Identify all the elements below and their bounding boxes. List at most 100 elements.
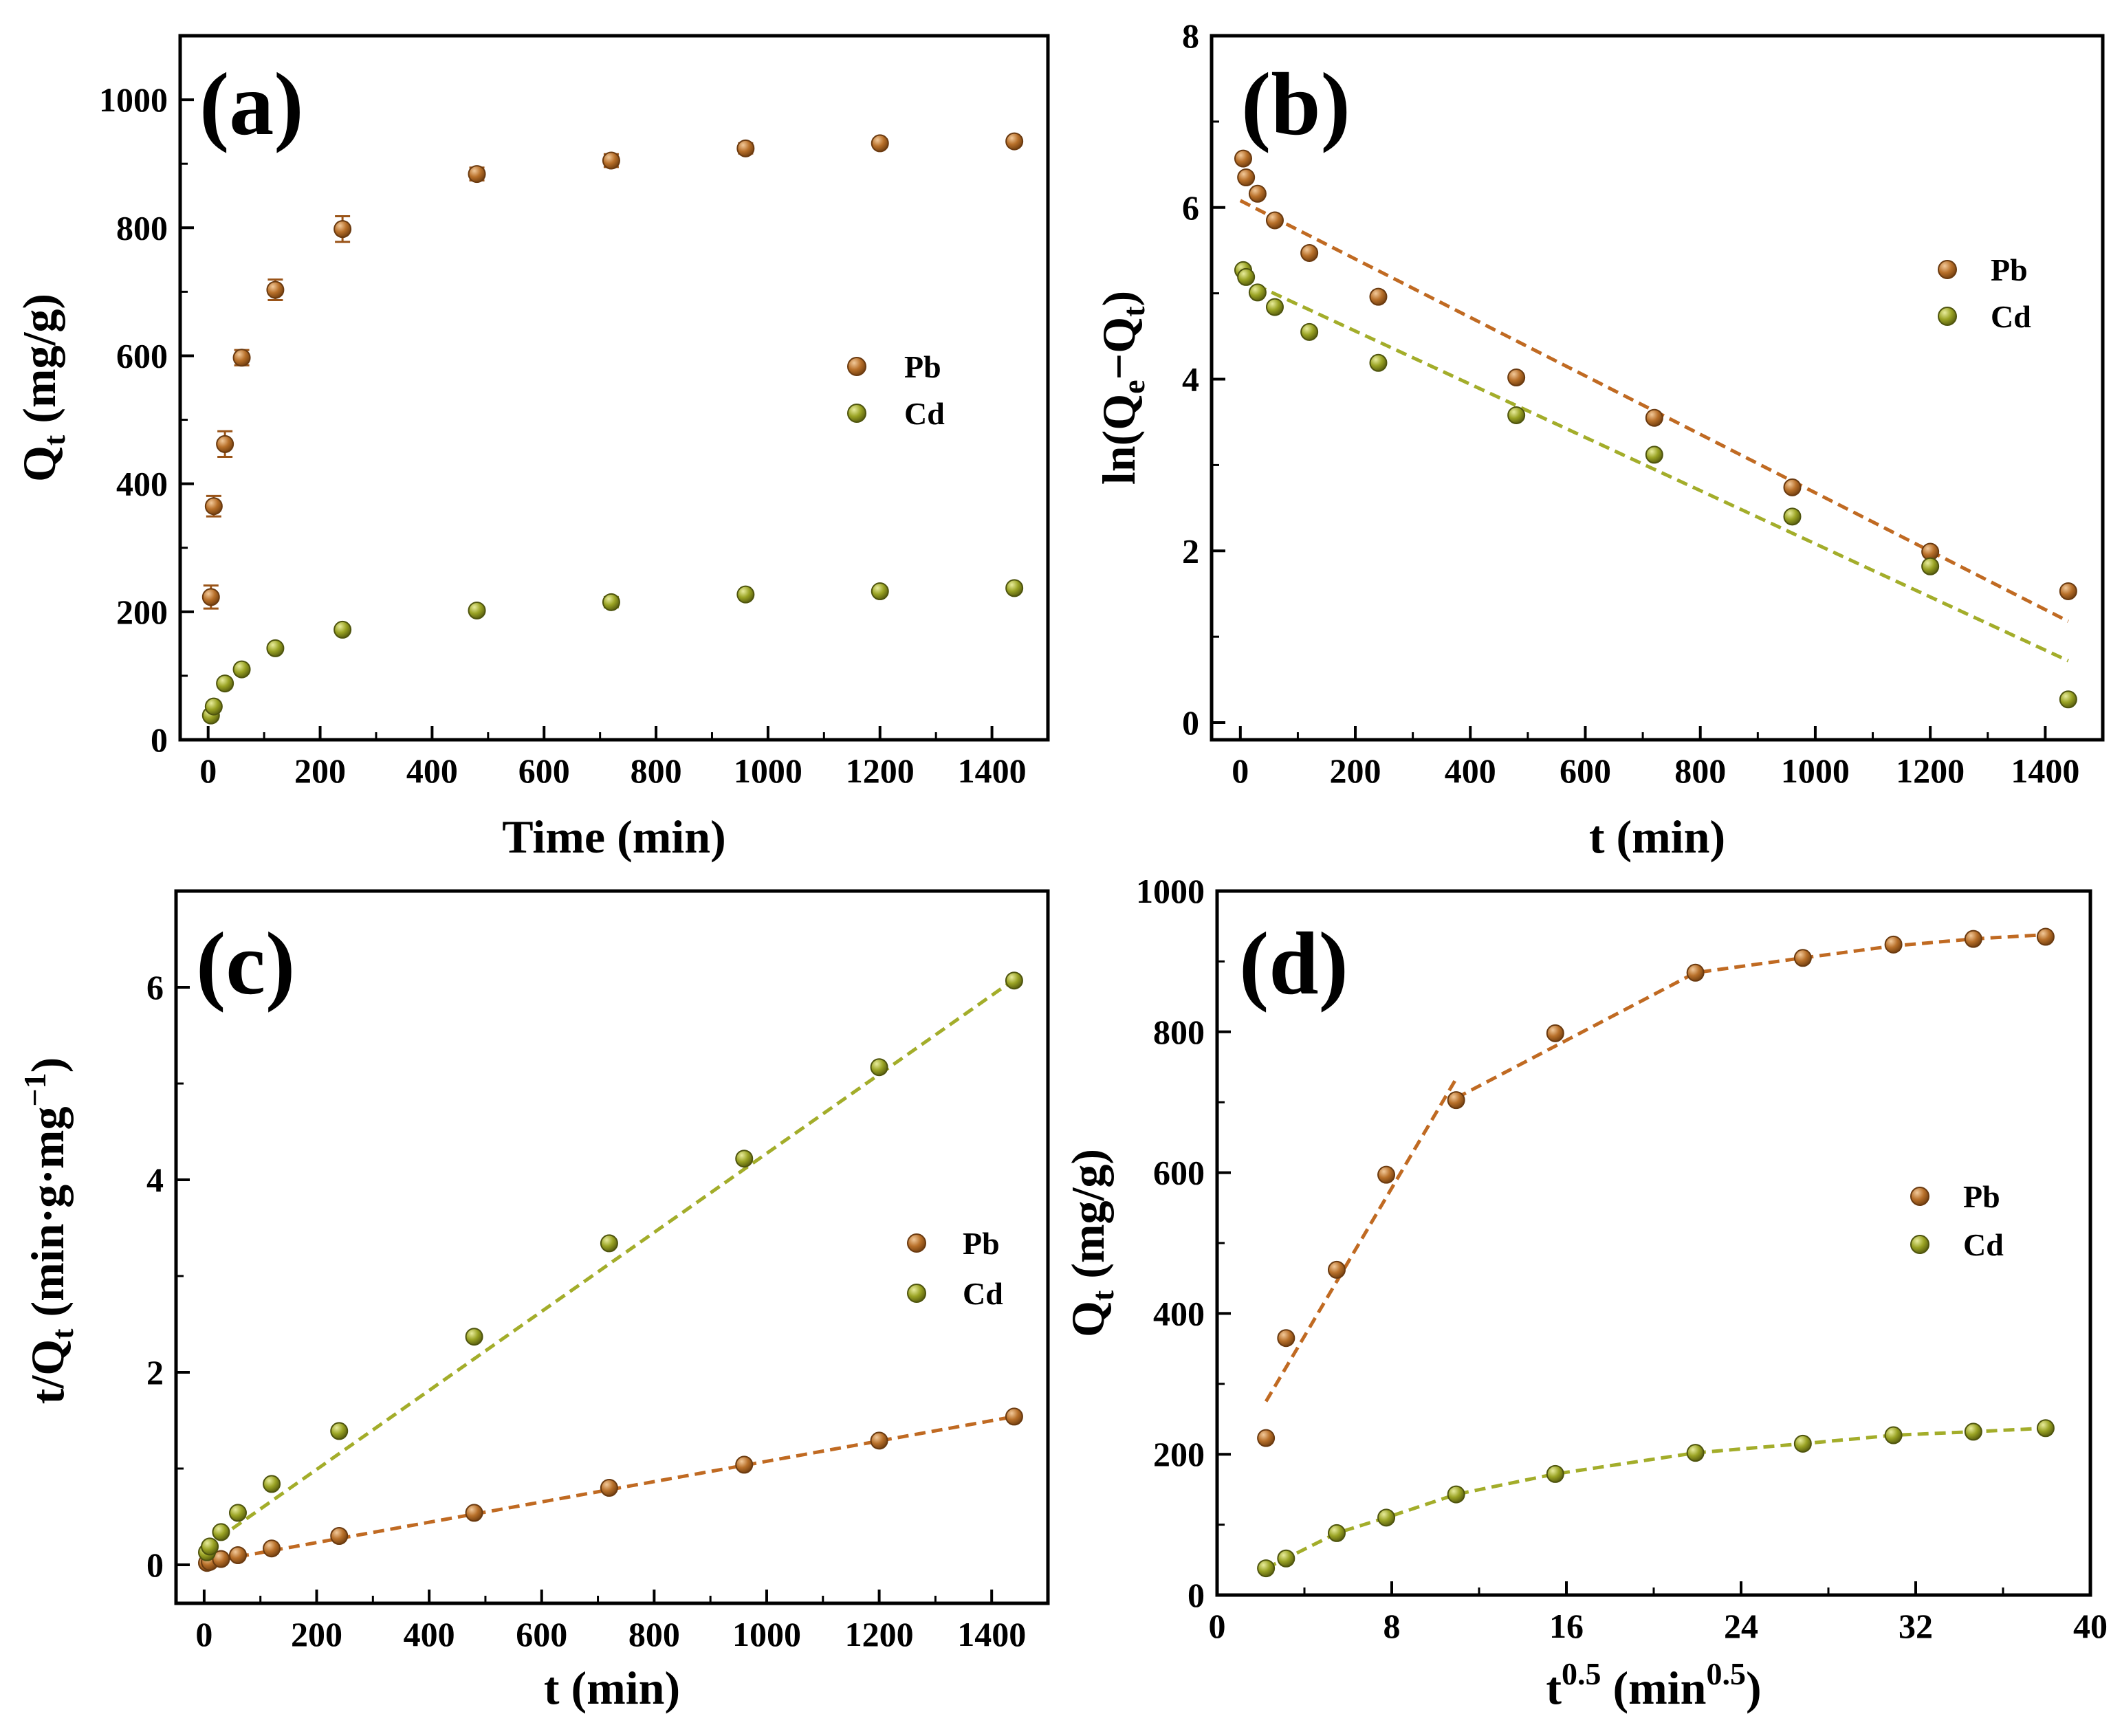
data-point-pb-b [1248,184,1267,203]
panel-b: 0 200 400 600 800 1000 1200 1400 0 2 4 6 8 (b) t (mi… [1093,17,2105,863]
x-tick-label-a-400: 400 [406,751,458,790]
data-point-pb-c [263,1539,281,1558]
data-point-pb-c [465,1504,483,1522]
x-tick-label-d-40: 40 [2073,1607,2108,1645]
panel-label-c: (c) [196,914,295,1013]
fit-line-cd-b-0 [1239,276,2069,663]
data-point-pb-d [1686,963,1705,982]
y-tick-label-c-6: 6 [146,968,164,1007]
x-tick-label-b-1400: 1400 [2011,751,2079,790]
data-point-cd-c [465,1328,483,1346]
marks-b [1234,149,2077,709]
x-tick-label-b-400: 400 [1445,751,1496,790]
data-point-cd-d [1884,1426,1903,1444]
y-tick-label-b-8: 8 [1182,17,1199,55]
data-point-pb-d [1964,930,1982,948]
data-point-cd-b [1369,353,1388,372]
x-tick-label-a-1400: 1400 [958,751,1027,790]
data-point-cd-a [216,674,234,693]
legend-label-cd-b: Cd [1991,299,2031,334]
x-tick-label-d-0: 0 [1209,1607,1226,1645]
data-point-pb-c [870,1431,888,1450]
x-tick-label-c-800: 800 [628,1615,680,1653]
data-point-cd-d [1546,1464,1564,1483]
data-point-pb-d [1884,935,1903,954]
data-point-pb-c [735,1455,754,1474]
ticks-a: 0 200 400 600 800 1000 1200 1400 0 200 400 600 800 10… [99,80,1027,790]
x-tick-label-a-200: 200 [294,751,346,790]
data-point-cd-a [871,582,889,601]
legend-marker-pb-d [1910,1187,1929,1206]
data-point-pb-a [333,220,352,239]
data-point-cd-c [330,1422,349,1440]
y-tick-label-b-0: 0 [1182,703,1199,742]
legend-label-cd-c: Cd [963,1276,1003,1311]
x-tick-label-c-1200: 1200 [845,1615,914,1653]
data-point-pb-c [228,1546,247,1564]
x-tick-label-b-800: 800 [1674,751,1726,790]
data-point-cd-b [1248,283,1267,302]
data-point-cd-a [602,593,620,611]
x-tick-label-c-0: 0 [195,1615,212,1653]
data-point-cd-a [468,601,486,619]
data-point-pb-d [1546,1024,1564,1042]
fit-line-pb-d-0 [1264,1076,1459,1403]
data-point-cd-d [1793,1434,1812,1453]
x-tick-label-c-1400: 1400 [957,1615,1026,1653]
x-tick-label-b-1200: 1200 [1896,751,1965,790]
data-point-pb-d [1447,1091,1465,1110]
data-point-cd-d [1686,1444,1705,1462]
panel-a: 0 200 400 600 800 1000 1200 1400 0 200 400 600 800 10… [13,34,1050,863]
data-point-cd-b [1645,446,1663,464]
data-point-cd-a [266,639,285,657]
data-point-pb-a [736,139,755,157]
x-tick-label-d-16: 16 [1549,1607,1584,1645]
legend-c: Pb Cd [907,1226,1003,1311]
data-point-pb-d [1377,1165,1396,1184]
legend-d: Pb Cd [1910,1179,2004,1262]
data-point-cd-c [1005,971,1023,990]
y-axis-title-c: t/Qt (min·g·mg−1) [17,1057,80,1405]
data-point-pb-b [1265,211,1284,230]
legend-marker-pb-a [847,357,866,376]
data-point-pb-b [1507,369,1526,387]
x-tick-label-a-800: 800 [631,751,682,790]
data-point-pb-a [871,134,889,153]
data-point-pb-c [330,1527,349,1545]
y-tick-label-b-6: 6 [1182,188,1199,227]
data-point-cd-a [232,660,251,679]
legend-marker-pb-b [1938,260,1957,279]
data-point-pb-c [600,1479,618,1497]
x-tick-label-c-200: 200 [291,1615,342,1653]
y-tick-label-a-800: 800 [116,208,168,247]
panel-label-d: (d) [1239,914,1348,1013]
x-tick-label-b-600: 600 [1560,751,1611,790]
fit-line-cd-d-0 [1265,1426,2046,1570]
data-point-pb-b [1234,149,1252,168]
ticks-b: 0 200 400 600 800 1000 1200 1400 0 2 4 6 8 [1182,17,2079,790]
legend-label-cd-d: Cd [1963,1227,2004,1262]
y-tick-label-a-600: 600 [116,336,168,375]
y-axis-title-a: Qt (mg/g) [13,294,72,482]
data-point-cd-c [228,1504,247,1522]
data-point-pb-a [201,588,220,606]
data-point-pb-a [266,281,285,299]
data-point-cd-b [1507,406,1526,424]
y-tick-label-d-600: 600 [1153,1154,1205,1192]
plot-frame-c [174,889,1050,1605]
legend-label-pb-a: Pb [904,349,941,384]
marks-d [1257,927,2055,1578]
legend-label-pb-d: Pb [1963,1179,2000,1214]
data-point-pb-a [204,497,223,516]
legend-label-pb-b: Pb [1991,252,2028,287]
marks-a [201,132,1024,725]
fit-line-pb-d-1 [1455,932,2046,1100]
data-point-cd-d [2036,1419,2055,1438]
y-axis-title-b: ln(Qe−Qt) [1093,291,1151,485]
x-tick-label-b-200: 200 [1330,751,1381,790]
x-tick-label-c-1000: 1000 [732,1615,801,1653]
data-point-pb-d [1327,1260,1346,1279]
data-point-cd-a [204,697,223,716]
